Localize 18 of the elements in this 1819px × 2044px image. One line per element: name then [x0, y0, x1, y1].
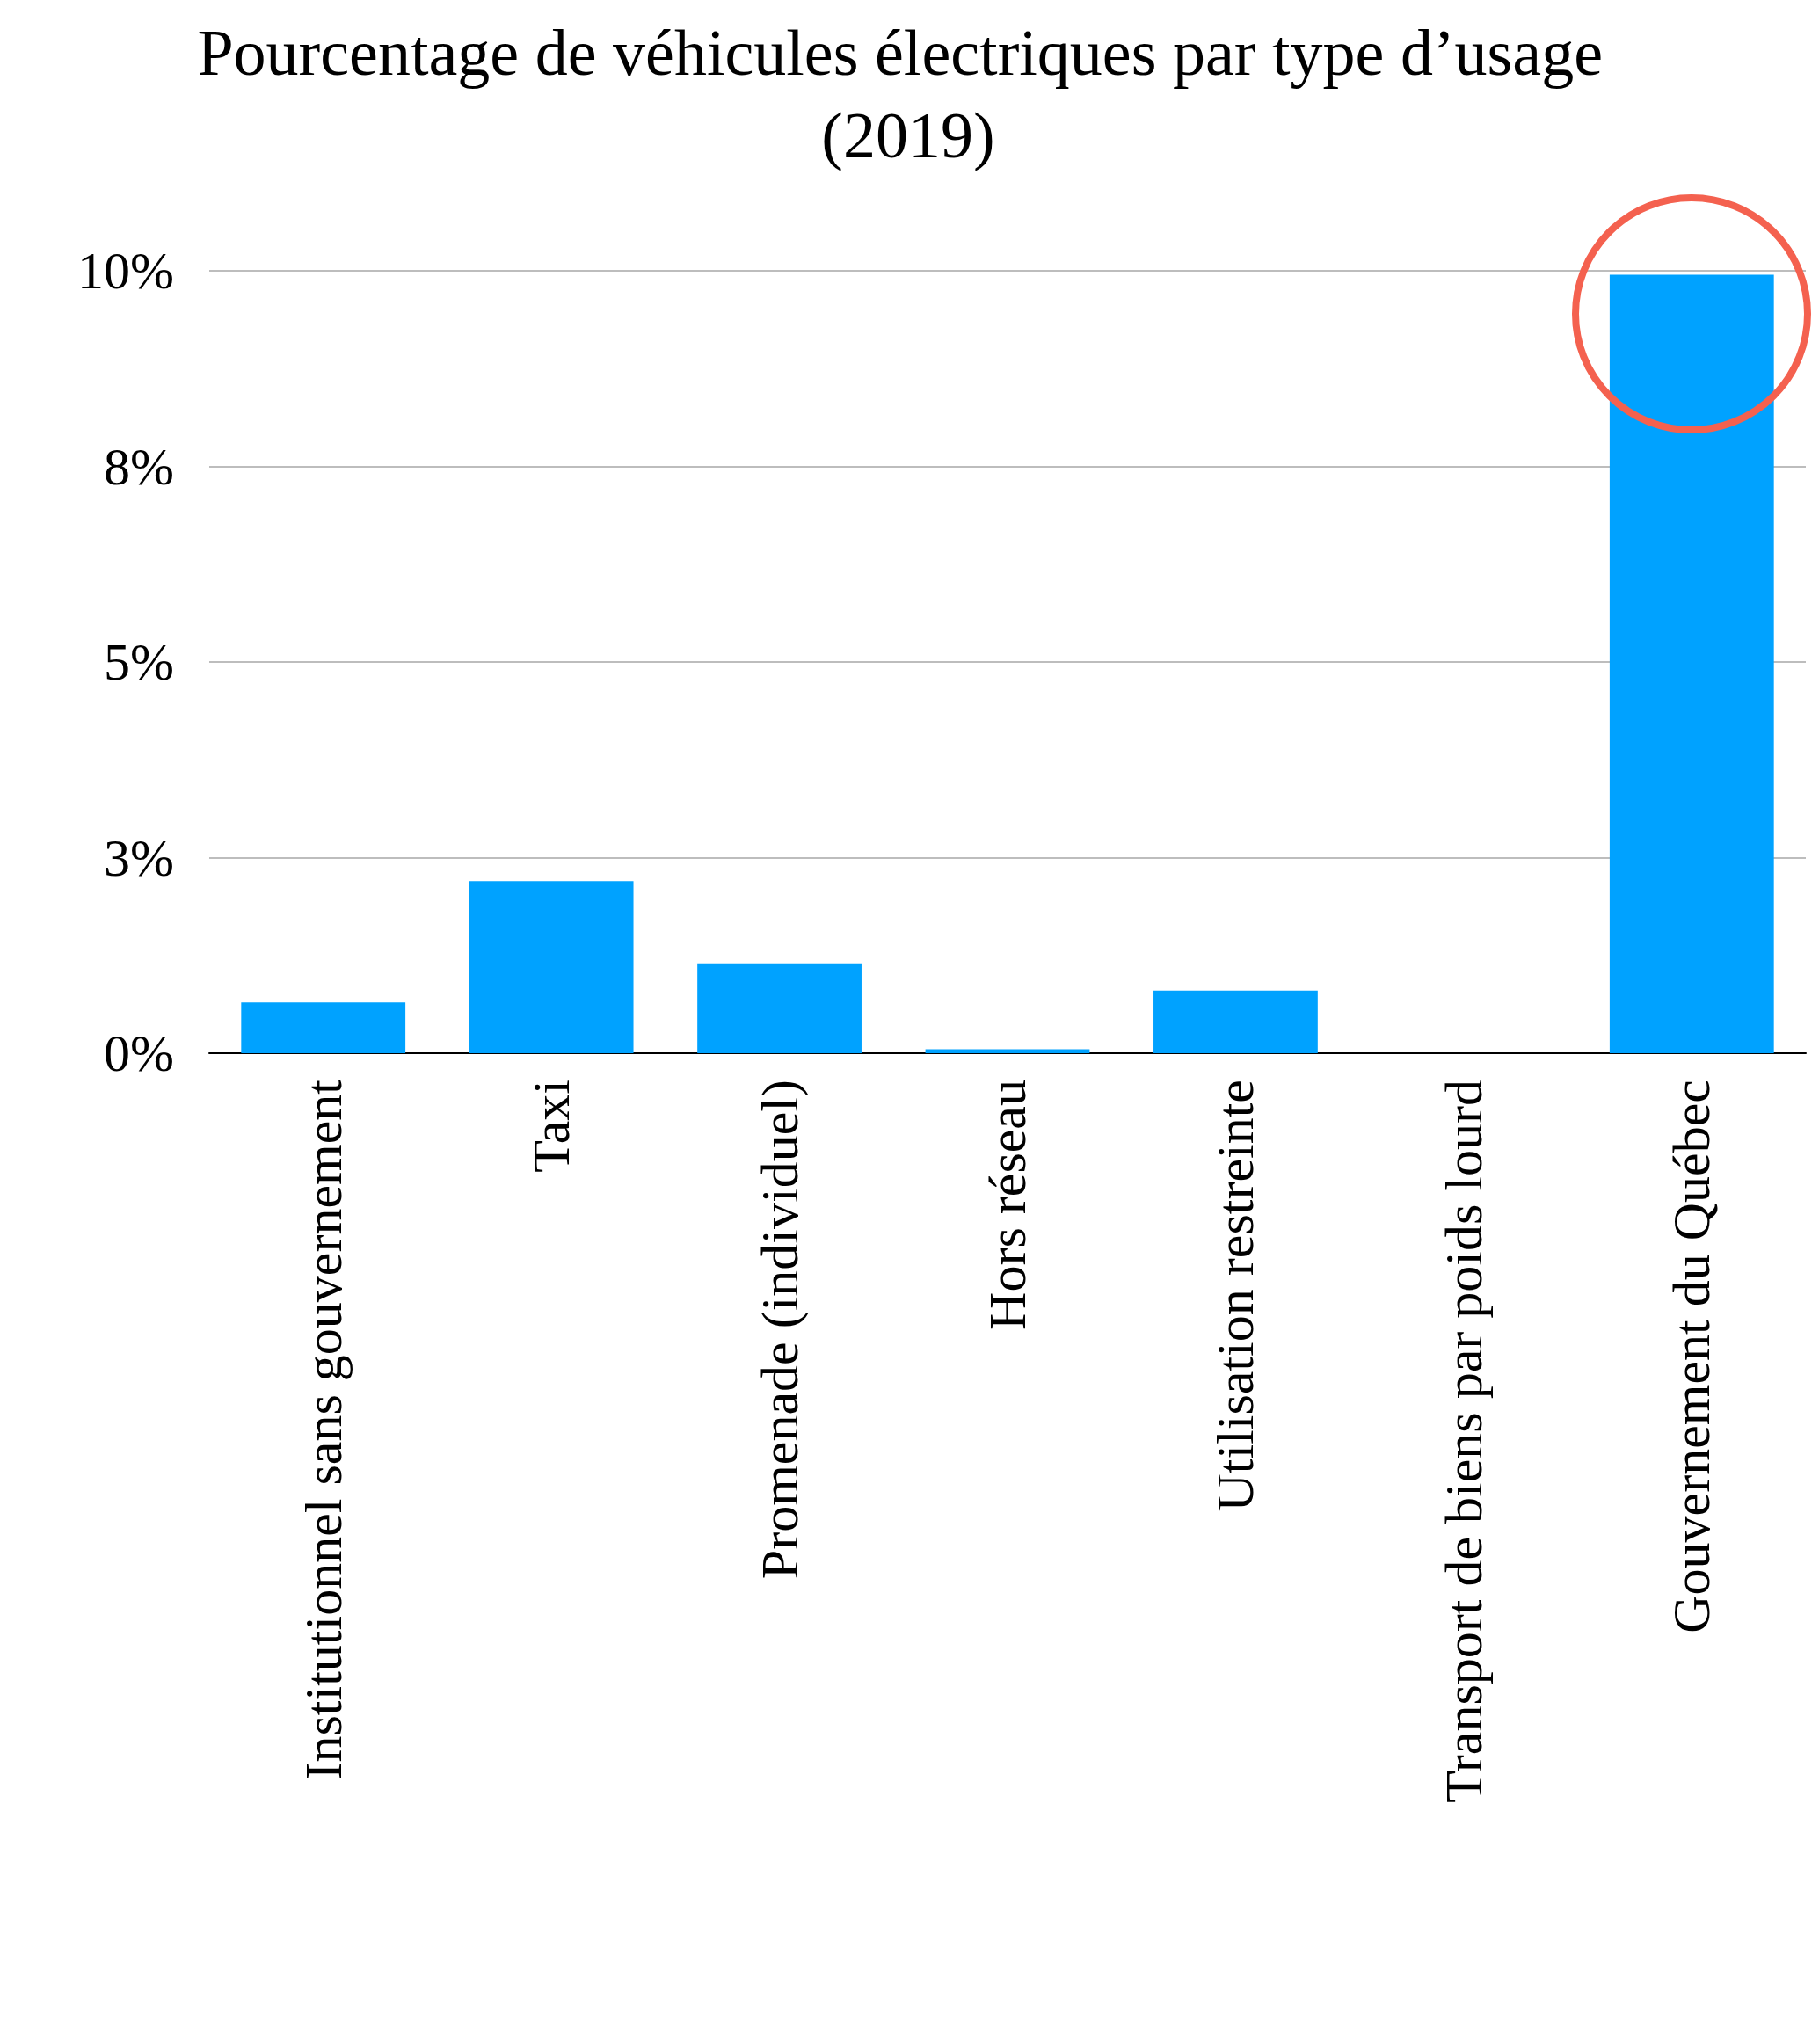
x-tick-label: Promenade (individuel) — [750, 1080, 809, 1580]
bar — [1153, 990, 1318, 1053]
x-tick-label: Gouvernement du Québec — [1663, 1080, 1721, 1633]
x-tick-label: Transport de biens par poids lourd — [1434, 1080, 1493, 1803]
y-tick-label: 8% — [104, 437, 174, 496]
chart-title: Pourcentage de véhicules électriques par type d’usage (2019) — [197, 17, 1619, 171]
x-tick-label: Hors réseau — [979, 1080, 1037, 1330]
x-tick-label: Taxi — [522, 1080, 581, 1173]
bar — [697, 963, 862, 1053]
y-tick-label: 5% — [104, 633, 174, 691]
y-tick-label: 0% — [104, 1024, 174, 1082]
y-tick-label: 10% — [77, 242, 174, 300]
bar — [469, 881, 634, 1053]
x-tick-label: Institutionnel sans gouvernement — [294, 1079, 353, 1780]
bar — [241, 1002, 406, 1053]
y-tick-label: 3% — [104, 828, 174, 887]
x-tick-label: Utilisation restreinte — [1206, 1080, 1265, 1512]
bar — [925, 1049, 1090, 1053]
